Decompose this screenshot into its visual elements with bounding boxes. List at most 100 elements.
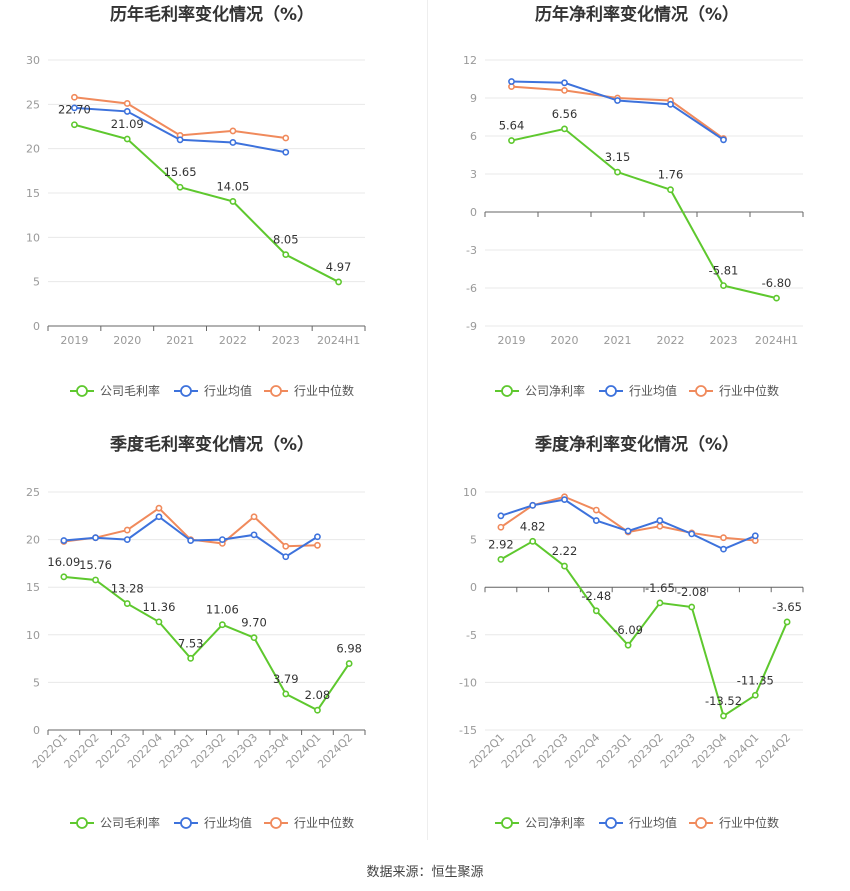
y-tick-label: -5 [466,629,477,642]
data-label: -6.80 [762,276,792,290]
data-point-company [176,183,184,191]
x-tick-label: 2024Q2 [753,731,793,771]
x-tick-label: 2022 [219,334,247,347]
legend-label: 行业中位数 [719,383,779,398]
y-tick-label: 20 [26,534,40,547]
data-point-median [592,506,600,514]
legend-marker [270,385,282,397]
data-point-median [497,523,505,531]
chart-annual-gross-margin: 历年毛利率变化情况（%） 0 5 10 15 20 25 30 2019 2020 2021 2022… [0,0,425,430]
series-line-avg [511,80,725,141]
legend-item-company: 公司净利率 [495,815,585,830]
data-point-company [229,198,237,205]
data-point-avg [60,537,68,544]
legend-item-avg: 行业均值 [174,815,252,830]
legend-label: 行业均值 [629,815,677,830]
data-point-company [720,282,727,289]
data-point-avg [176,136,184,144]
data-label: -2.08 [677,585,707,599]
x-tick-label: 2020 [551,334,579,347]
y-tick-label: 30 [26,54,40,67]
data-point-median [71,93,78,101]
legend-label: 公司毛利率 [100,383,160,398]
data-point-company [155,618,163,626]
data-label: -13.52 [705,694,742,708]
data-label: 3.79 [273,672,299,686]
data-label: -2.48 [581,589,611,603]
y-tick-label: 5 [470,534,477,547]
data-point-median [720,534,727,542]
data-point-company [71,121,78,129]
data-point-company [282,251,290,259]
legend-marker [76,385,88,397]
legend-item-company: 公司毛利率 [70,815,160,830]
series-line-median [511,85,725,140]
x-tick-label: 2021 [166,334,194,347]
data-point-company [314,706,321,714]
series-line-company [63,575,350,712]
chart-svg: 历年毛利率变化情况（%） 0 5 10 15 20 25 30 2019 2020 2021 2022… [26,4,366,398]
data-label: 15.65 [164,165,197,179]
x-tick-label: 2023 [710,334,738,347]
series-line-avg [74,106,286,154]
legend-label: 行业均值 [204,815,252,830]
data-point-company [123,135,131,143]
chart-quarterly-gross-margin: 季度毛利率变化情况（%） 0 5 10 15 20 25 2022Q1 2022Q2 2022Q3… [0,430,425,860]
data-point-median [656,522,664,530]
y-tick-label: -10 [459,676,477,689]
data-point-avg [282,148,290,156]
y-tick-label: 0 [470,206,477,219]
data-point-median [229,127,237,135]
data-point-avg [314,533,321,541]
data-point-company [529,537,537,545]
legend-marker [695,385,707,397]
data-point-median [282,134,290,142]
legend-marker [501,385,513,397]
data-point-median [123,526,131,534]
y-tick-label: 9 [470,92,477,105]
legend-item-median: 行业中位数 [264,815,354,830]
data-label: 14.05 [216,179,249,193]
y-tick-label: 3 [470,168,477,181]
legend-item-company: 公司净利率 [495,383,585,398]
legend-item-median: 行业中位数 [264,383,354,398]
y-tick-label: -9 [466,320,477,333]
data-label: 11.36 [142,600,175,614]
y-tick-label: 12 [463,54,477,67]
chart-svg: 季度净利率变化情况（%）-15-10-505102022Q12022Q22022… [459,434,804,830]
data-point-company [561,562,568,570]
data-point-avg [92,534,99,542]
data-label: 15.76 [79,558,112,572]
data-point-median [155,504,163,512]
legend-label: 行业中位数 [294,383,354,398]
x-tick-label: 2024Q2 [315,731,355,771]
data-point-avg [592,517,600,524]
data-point-avg [561,496,568,504]
data-point-avg [529,501,537,509]
data-point-company [218,621,226,629]
data-label: 2.08 [305,688,331,702]
data-label: 9.70 [241,616,267,630]
data-point-avg [250,531,258,539]
data-point-company [250,634,258,642]
data-point-company [497,556,505,563]
legend-marker [695,817,707,829]
x-tick-label: 2021 [604,334,632,347]
legend-item-avg: 行业均值 [599,383,677,398]
data-point-company [592,607,600,615]
x-tick-label: 2019 [498,334,526,347]
legend-marker [76,817,88,829]
legend-item-median: 行业中位数 [689,815,779,830]
data-label: 21.09 [111,117,144,131]
data-label: 2.92 [488,537,514,551]
data-point-company [667,186,674,194]
chart-svg: 历年净利率变化情况（%） -9 -6 -3 0 3 6 9 12 2019 2020 2021 2022… [463,4,804,398]
y-tick-label: 0 [33,724,40,737]
legend-marker [270,817,282,829]
chart-title: 历年净利率变化情况（%） [535,4,739,25]
data-label: -11.35 [737,673,774,687]
data-point-company [720,712,727,720]
data-label: -3.65 [772,600,802,614]
data-label: -6.09 [613,623,643,637]
data-label: 8.05 [273,233,299,247]
